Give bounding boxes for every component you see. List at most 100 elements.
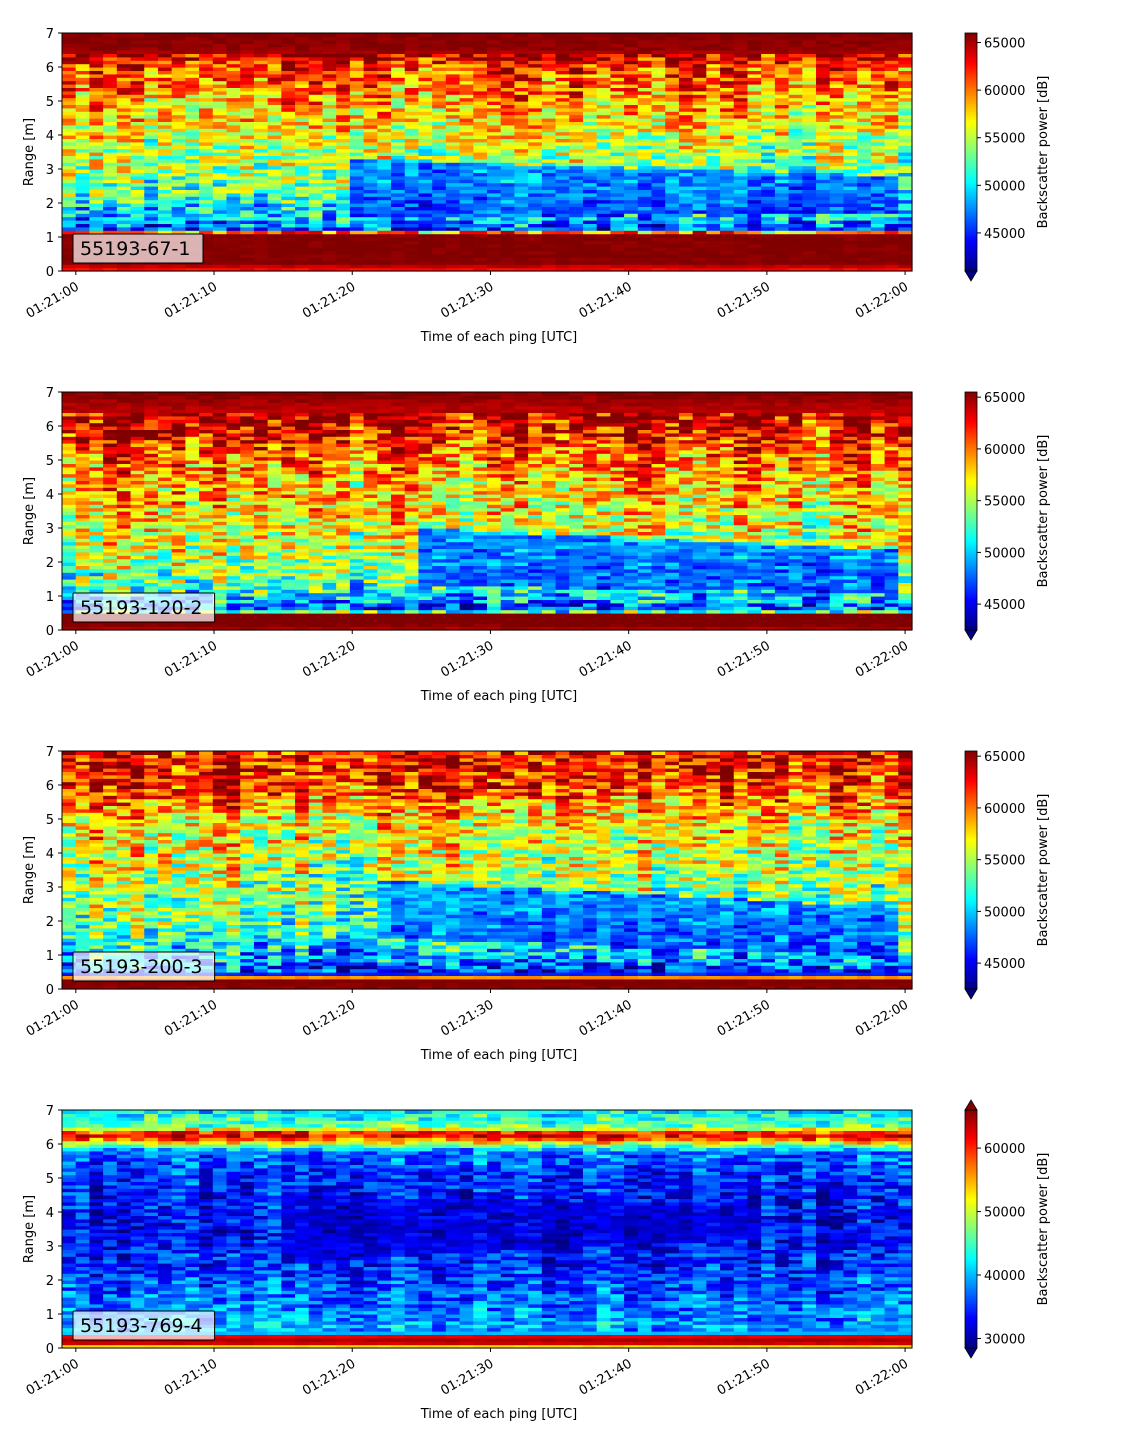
heatmap-cell — [761, 264, 776, 269]
heatmap-cell — [130, 483, 145, 488]
heatmap-cell — [665, 254, 680, 258]
heatmap-cell — [199, 107, 214, 112]
colorbar-segment — [965, 185, 977, 189]
heatmap-cell — [774, 87, 790, 92]
heatmap-cell — [582, 172, 598, 177]
heatmap-cell — [103, 487, 118, 492]
heatmap-cell — [733, 73, 749, 78]
heatmap-cell — [144, 80, 159, 85]
heatmap-cell — [857, 223, 872, 228]
heatmap-cell — [144, 480, 159, 485]
heatmap-cell — [487, 121, 502, 126]
heatmap-cell — [103, 398, 118, 403]
heatmap-cell — [130, 196, 145, 201]
heatmap-cell — [898, 107, 913, 112]
colorbar-segment — [965, 191, 977, 195]
heatmap-cell — [624, 223, 639, 228]
heatmap-cell — [651, 148, 666, 153]
heatmap-cell — [391, 67, 406, 71]
heatmap-cell — [62, 135, 77, 139]
heatmap-cell — [870, 186, 886, 190]
heatmap-cell — [706, 162, 721, 167]
heatmap-cell — [62, 111, 77, 116]
heatmap-cell — [267, 118, 282, 122]
heatmap-cell — [103, 169, 118, 173]
heatmap-cell — [528, 162, 543, 167]
heatmap-cell — [761, 233, 776, 238]
heatmap-cell — [610, 131, 625, 136]
heatmap-cell — [857, 257, 872, 262]
heatmap-cell — [62, 487, 77, 492]
heatmap-cell — [610, 186, 625, 190]
heatmap-cell — [569, 53, 584, 58]
heatmap-cell — [404, 220, 420, 224]
heatmap-cell — [637, 257, 653, 262]
heatmap-cell — [596, 220, 611, 224]
heatmap-cell — [130, 528, 145, 532]
heatmap-cell — [377, 196, 392, 201]
heatmap-cell — [240, 240, 255, 245]
heatmap-cell — [761, 148, 776, 153]
heatmap-cell — [802, 50, 817, 54]
heatmap-cell — [514, 111, 529, 116]
heatmap-cell — [898, 196, 913, 201]
heatmap-cell — [336, 267, 351, 272]
heatmap-cell — [843, 240, 858, 245]
heatmap-cell — [761, 226, 776, 231]
heatmap-cell — [665, 73, 680, 78]
heatmap-cell — [678, 213, 694, 218]
heatmap-cell — [308, 67, 324, 71]
heatmap-cell — [226, 260, 241, 265]
heatmap-cell — [171, 223, 186, 228]
heatmap-cell — [103, 511, 118, 515]
heatmap-cell — [157, 141, 173, 146]
heatmap-cell — [706, 250, 721, 255]
heatmap-cell — [459, 33, 474, 37]
heatmap-cell — [116, 216, 132, 221]
heatmap-cell — [116, 192, 132, 197]
heatmap-cell — [75, 39, 91, 44]
heatmap-cell — [199, 152, 214, 156]
heatmap-cell — [706, 73, 721, 78]
heatmap-cell — [637, 67, 653, 71]
heatmap-cell — [596, 250, 611, 255]
heatmap-cell — [267, 87, 282, 92]
heatmap-cell — [569, 121, 584, 126]
heatmap-cell — [377, 60, 392, 65]
heatmap-cell — [528, 250, 543, 255]
heatmap-cell — [582, 121, 598, 126]
heatmap-cell — [212, 152, 228, 156]
heatmap-cell — [404, 206, 420, 211]
heatmap-cell — [733, 209, 749, 214]
heatmap-cell — [774, 206, 790, 211]
heatmap-cell — [62, 599, 77, 604]
heatmap-cell — [363, 260, 378, 265]
heatmap-cell — [802, 148, 817, 153]
heatmap-cell — [637, 53, 653, 58]
heatmap-cell — [144, 182, 159, 187]
heatmap-cell — [514, 148, 529, 153]
heatmap-cell — [706, 264, 721, 269]
heatmap-cell — [720, 250, 735, 255]
heatmap-cell — [802, 220, 817, 224]
heatmap-cell — [199, 138, 214, 143]
heatmap-cell — [555, 141, 570, 146]
heatmap-cell — [116, 220, 132, 224]
heatmap-cell — [432, 172, 447, 177]
heatmap-cell — [761, 216, 776, 221]
heatmap-cell — [75, 534, 91, 539]
heatmap-cell — [720, 230, 735, 235]
heatmap-cell — [678, 128, 694, 133]
heatmap-cell — [857, 121, 872, 126]
heatmap-cell — [747, 243, 762, 248]
heatmap-cell — [473, 131, 488, 136]
heatmap-cell — [596, 138, 611, 143]
heatmap-cell — [130, 487, 145, 492]
heatmap-cell — [103, 480, 118, 485]
heatmap-cell — [349, 43, 365, 48]
heatmap-cell — [637, 90, 653, 95]
heatmap-cell — [75, 155, 91, 160]
heatmap-cell — [514, 247, 529, 252]
heatmap-cell — [336, 250, 351, 255]
heatmap-cell — [75, 220, 91, 224]
